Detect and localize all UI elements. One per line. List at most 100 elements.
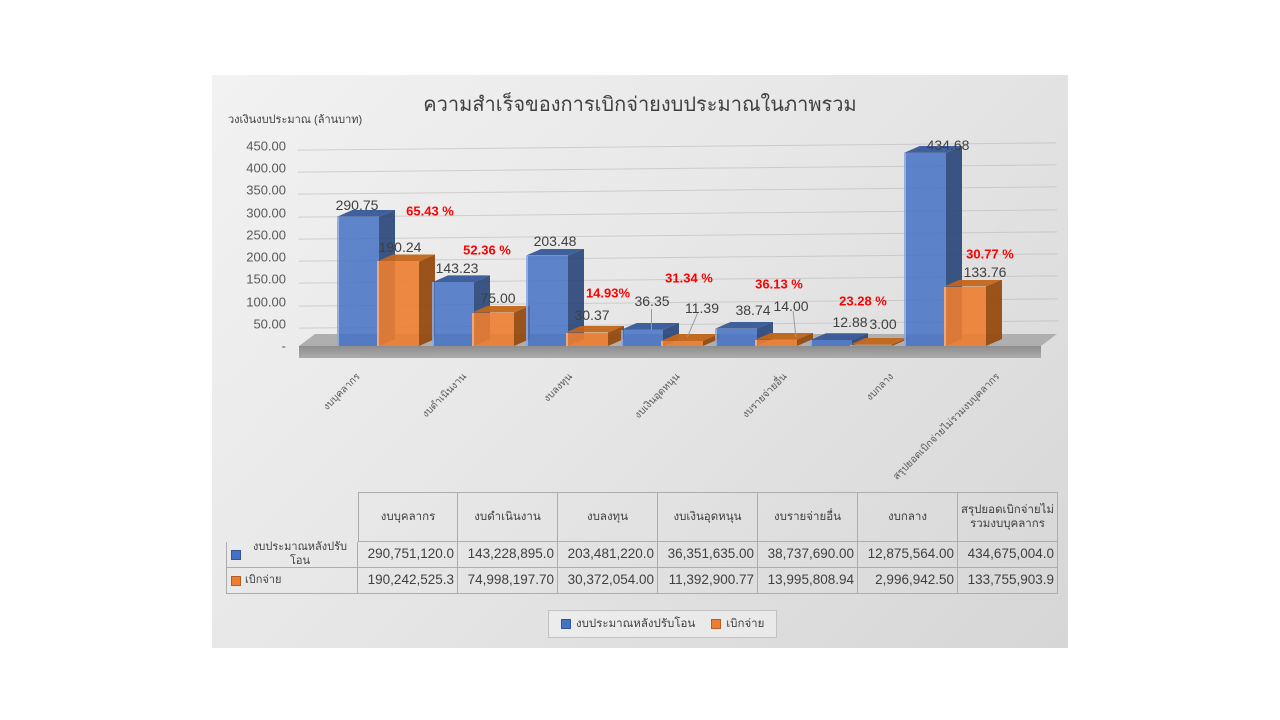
bar-value-label: 36.35 <box>634 293 670 309</box>
y-tick-label: 300.00 <box>246 205 286 221</box>
table-cell: 143,228,895.0 <box>458 542 558 568</box>
percent-label: 52.36 % <box>463 242 511 258</box>
bar-top-face <box>755 332 813 340</box>
bar-side-face <box>419 254 435 346</box>
legend-item-disbursed: เบิกจ่าย <box>711 615 764 633</box>
legend-swatch-orange <box>711 619 722 629</box>
bar-value-label: 190.24 <box>378 239 422 255</box>
bar-top-face <box>472 305 530 313</box>
bar-value-label: 11.39 <box>685 300 719 316</box>
bar-front-face <box>944 286 986 346</box>
table-col-header: งบบุคลากร <box>358 492 458 542</box>
y-tick-label: 450.00 <box>246 138 286 154</box>
bar-front-face <box>432 282 474 346</box>
table-col-header: งบลงทุน <box>558 492 658 542</box>
bar-top-face <box>810 333 868 341</box>
bar-top-face <box>715 321 773 329</box>
legend-label: งบประมาณหลังปรับโอน <box>576 618 696 630</box>
bar-value-label: 133.76 <box>963 264 1007 280</box>
table-col-header: งบดำเนินงาน <box>458 492 558 542</box>
bar-top-face <box>526 248 584 256</box>
bar-front-face <box>377 261 419 346</box>
percent-label: 14.93% <box>585 285 631 301</box>
table-cell: 36,351,635.00 <box>658 542 758 568</box>
bar-value-label: 30.37 <box>574 307 610 323</box>
chart-floor-front <box>299 346 1041 358</box>
bar-front-face <box>566 332 608 346</box>
bar-top-face <box>432 275 490 283</box>
table-col-header: งบรายจ่ายอื่น <box>758 492 858 542</box>
y-tick-label: 250.00 <box>246 227 286 243</box>
table-cell: 190,242,525.3 <box>358 568 458 594</box>
label-leader-line <box>651 309 652 330</box>
table-row-label: งบประมาณหลังปรับโอน <box>226 540 358 568</box>
bar-top-face <box>850 337 908 345</box>
bar-front-face <box>337 216 379 346</box>
bar-side-face <box>986 280 1002 346</box>
table-row-label-text: เบิกจ่าย <box>245 573 282 586</box>
bar-front-face <box>715 328 757 346</box>
percent-label: 36.13 % <box>755 276 803 292</box>
table-cell: 13,995,808.94 <box>758 568 858 594</box>
bar-top-face <box>337 209 395 217</box>
legend: งบประมาณหลังปรับโอน เบิกจ่าย <box>548 610 778 638</box>
table-cell: 2,996,942.50 <box>858 568 958 594</box>
table-row-label-text: งบประมาณหลังปรับโอน <box>252 540 348 567</box>
table-row-label: เบิกจ่าย <box>226 568 358 594</box>
y-tick-label: 100.00 <box>246 294 286 310</box>
bar-front-face <box>621 329 663 346</box>
y-tick-label: - <box>281 338 286 354</box>
table-row-swatch <box>231 549 241 560</box>
y-tick-label: 150.00 <box>246 271 286 287</box>
legend-label: เบิกจ่าย <box>726 618 765 630</box>
y-tick-label: 350.00 <box>246 182 286 198</box>
data-table: งบบุคลากร งบดำเนินงาน งบลงทุน งบเงินอุดหนุน… <box>226 492 1058 594</box>
bar-side-face <box>892 338 908 346</box>
bar-front-face <box>472 312 514 346</box>
bar-top-face <box>566 325 624 333</box>
bar-top-face <box>661 333 719 341</box>
y-tick-label: 200.00 <box>246 249 286 265</box>
percent-label: 31.34 % <box>665 270 713 286</box>
table-cell: 74,998,197.70 <box>458 568 558 594</box>
y-tick-label: 400.00 <box>246 160 286 176</box>
bar-top-face <box>377 254 435 262</box>
bar-value-label: 143.23 <box>435 260 479 276</box>
legend-item-budget: งบประมาณหลังปรับโอน <box>561 615 695 633</box>
table-cell: 38,737,690.00 <box>758 542 858 568</box>
bar-side-face <box>568 249 584 346</box>
y-axis-label: วงเงินงบประมาณ (ล้านบาท) <box>228 114 363 126</box>
bar-front-face <box>850 344 892 346</box>
bar-value-label: 12.88 <box>832 314 868 330</box>
percent-label: 23.28 % <box>839 293 887 309</box>
bar-value-label: 290.75 <box>335 197 379 213</box>
bar-value-label: 203.48 <box>533 233 577 249</box>
table-row-swatch <box>231 575 241 586</box>
legend-swatch-blue <box>561 619 571 629</box>
table-cell: 203,481,220.0 <box>558 542 658 568</box>
chart-title: ความสำเร็จของการเบิกจ่ายงบประมาณในภาพรวม <box>423 94 857 116</box>
bar-top-face <box>944 279 1002 287</box>
bar-front-face <box>904 152 946 346</box>
bar-value-label: 14.00 <box>773 298 809 314</box>
percent-label: 30.77 % <box>966 246 1014 262</box>
table-cell: 11,392,900.77 <box>658 568 758 594</box>
table-col-header: งบกลาง <box>858 492 958 542</box>
table-cell: 12,875,564.00 <box>858 542 958 568</box>
table-cell: 30,372,054.00 <box>558 568 658 594</box>
bar-value-label: 75.00 <box>480 290 516 306</box>
bar-front-face <box>810 340 852 346</box>
table-cell: 290,751,120.0 <box>358 542 458 568</box>
bar-top-face <box>904 145 962 153</box>
percent-label: 65.43 % <box>406 203 454 219</box>
table-cell: 434,675,004.0 <box>958 542 1058 568</box>
table-col-header: สรุปยอดเบิกจ่ายไม่ รวมงบบุคลากร <box>958 492 1058 542</box>
table-col-header: งบเงินอุดหนุน <box>658 492 758 542</box>
bar-front-face <box>526 255 568 346</box>
table-corner-cell <box>226 492 358 542</box>
bar-value-label: 38.74 <box>735 302 771 318</box>
bar-value-label: 434.68 <box>926 137 970 153</box>
bar-front-face <box>661 340 703 346</box>
y-tick-label: 50.00 <box>253 316 286 332</box>
bar-top-face <box>621 322 679 330</box>
